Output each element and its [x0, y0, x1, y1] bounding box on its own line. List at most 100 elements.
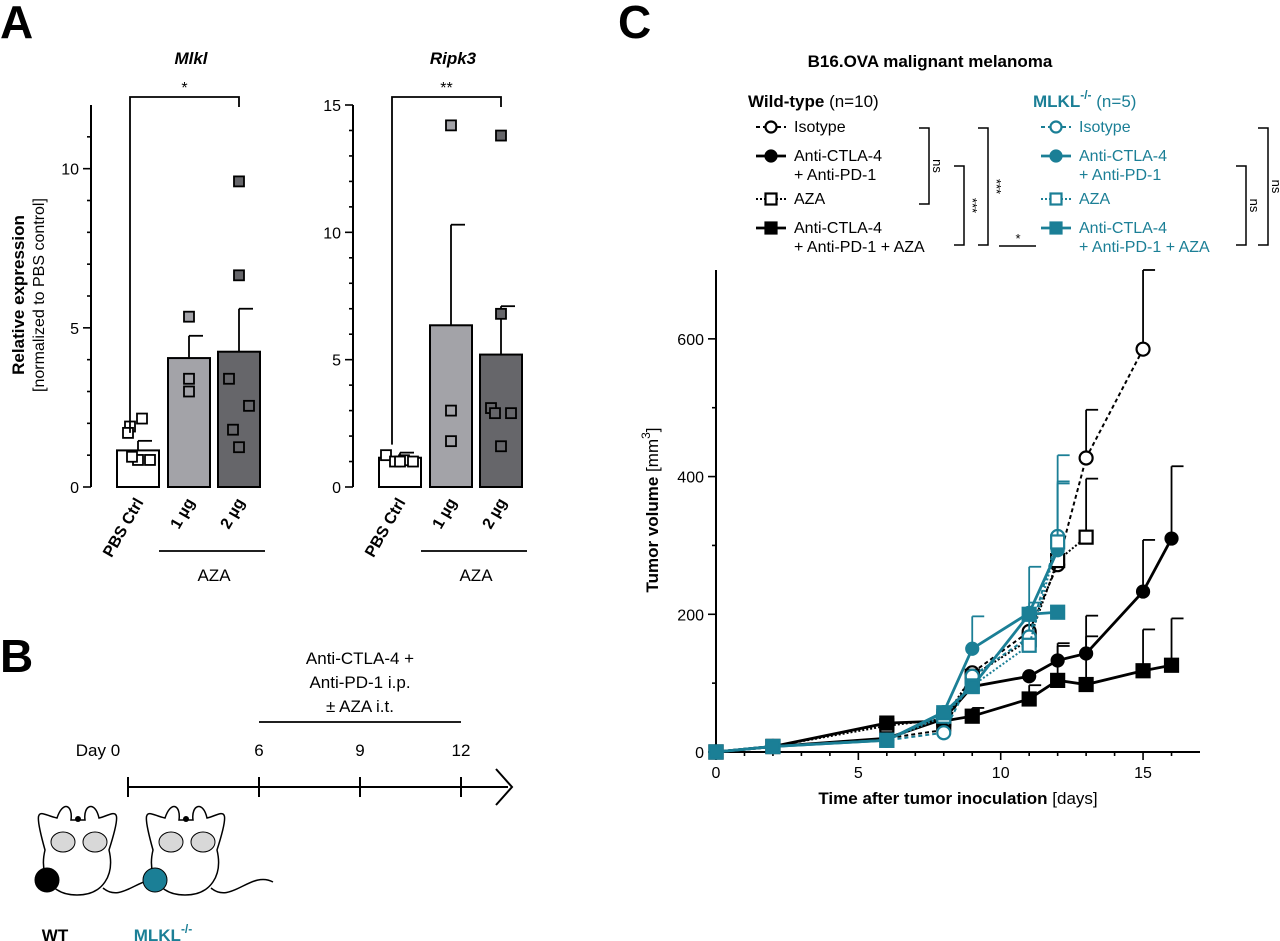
legend-label: Anti-CTLA-4 — [794, 220, 882, 237]
data-point — [964, 678, 980, 695]
category-label: 2 µg — [218, 496, 249, 533]
category-label: PBS Ctrl — [100, 496, 147, 561]
data-point — [1050, 604, 1066, 620]
data-point — [1164, 531, 1179, 546]
data-point — [1049, 149, 1063, 163]
data-point — [936, 725, 952, 741]
stat-label: ns — [1247, 199, 1262, 213]
stat-label: * — [1015, 231, 1020, 246]
legend-group-title: Wild-type (n=10) — [748, 92, 879, 111]
data-point — [1021, 606, 1037, 622]
chart-title: Ripk3 — [430, 49, 477, 68]
mouse-label: WT — [42, 926, 69, 941]
panel-a-ripk3-chart: Ripk3 0 5 10 15 ** PBS Ctrl 1 µg 2 µg AZA — [323, 49, 527, 585]
timeline-day-label: Day 0 — [76, 741, 120, 760]
data-point — [708, 744, 724, 760]
data-point — [183, 372, 195, 385]
data-point — [1050, 672, 1066, 688]
legend-label: Isotype — [1079, 119, 1131, 136]
treatment-label: Anti-CTLA-4 + — [306, 649, 414, 668]
y-axis-unit: [mm — [643, 439, 662, 472]
data-point — [445, 435, 457, 448]
category-label: 1 µg — [168, 496, 199, 533]
data-point — [183, 385, 195, 398]
mouse-ear — [82, 831, 108, 853]
data-point — [1022, 669, 1037, 684]
timeline-day-label: 9 — [355, 741, 364, 760]
data-point — [122, 426, 134, 439]
y-axis-subtitle: [normalized to PBS control] — [31, 198, 48, 392]
category-label: PBS Ctrl — [362, 496, 409, 561]
data-point — [1078, 676, 1094, 693]
data-point — [223, 372, 235, 385]
y-tick-label: 10 — [61, 162, 79, 179]
data-point — [764, 149, 778, 163]
mouse-icon — [34, 805, 166, 896]
mouse-nose — [75, 816, 81, 822]
mouse-body — [145, 805, 226, 896]
y-axis-unit-sup: 3 — [639, 432, 653, 439]
legend-label: Anti-CTLA-4 — [794, 148, 882, 165]
x-tick-label: 5 — [854, 765, 863, 782]
mouse-icon — [142, 805, 274, 896]
stat-bracket — [1258, 127, 1269, 246]
treatment-label: ± AZA i.t. — [326, 697, 394, 716]
data-point — [445, 119, 457, 132]
data-point — [764, 192, 778, 206]
data-point — [965, 641, 980, 656]
bar — [217, 350, 261, 489]
panel-label-c: C — [618, 0, 651, 48]
chart-title: B16.OVA malignant melanoma — [808, 52, 1053, 71]
x-tick-label: 0 — [712, 765, 721, 782]
significance-bracket — [391, 96, 502, 445]
stat-bracket — [1236, 165, 1247, 246]
series-ko-circle-open — [708, 454, 1070, 760]
data-point — [879, 732, 895, 748]
legend-label: + Anti-PD-1 — [1079, 167, 1161, 184]
data-point — [183, 310, 195, 323]
mouse-tail — [210, 878, 274, 894]
data-point — [495, 440, 507, 453]
data-point — [233, 441, 245, 454]
legend-group-title: MLKL-/- (n=5) — [1033, 88, 1136, 111]
stat-label: *** — [989, 179, 1004, 194]
treatment-label: Anti-PD-1 i.p. — [309, 673, 410, 692]
data-point — [495, 307, 507, 320]
mouse-ear — [190, 831, 216, 853]
mouse-ear — [158, 831, 184, 853]
mouse-nose — [183, 816, 189, 822]
mouse-label: MLKL-/- — [134, 922, 193, 941]
stat-bracket — [919, 127, 930, 205]
legend-n: (n=10) — [824, 92, 878, 111]
data-point — [495, 129, 507, 142]
legend-label: Isotype — [794, 119, 846, 136]
y-tick-label: 400 — [677, 470, 704, 487]
data-point — [1163, 657, 1180, 673]
legend-label: Anti-CTLA-4 — [1079, 220, 1167, 237]
significance-label: * — [181, 80, 187, 97]
timeline-arrowhead — [495, 768, 514, 806]
y-tick-label: 0 — [70, 480, 79, 497]
panel-b-timeline: Anti-CTLA-4 + Anti-PD-1 i.p. ± AZA i.t. Day… — [34, 649, 514, 941]
y-tick-label: 0 — [332, 480, 341, 497]
y-axis-title: Tumor volume [mm3] — [639, 427, 662, 592]
category-label: 1 µg — [430, 496, 461, 533]
category-label: 2 µg — [480, 496, 511, 533]
legend-label: + Anti-PD-1 — [794, 167, 876, 184]
data-point — [765, 738, 781, 755]
data-point — [233, 269, 245, 282]
stat-label: *** — [965, 198, 980, 213]
y-tick-label: 15 — [323, 98, 341, 115]
data-point — [233, 175, 245, 188]
data-point — [1135, 584, 1151, 599]
y-tick-label: 0 — [695, 745, 704, 762]
legend-label: + Anti-PD-1 + AZA — [1079, 239, 1210, 256]
x-axis-title: Time after tumor inoculation [days] — [818, 789, 1097, 808]
bar — [479, 353, 523, 488]
legend-label: AZA — [1079, 191, 1110, 208]
data-point — [505, 407, 517, 420]
x-tick-label: 10 — [992, 765, 1010, 782]
stat-bracket — [978, 127, 989, 246]
data-point — [1135, 341, 1151, 357]
